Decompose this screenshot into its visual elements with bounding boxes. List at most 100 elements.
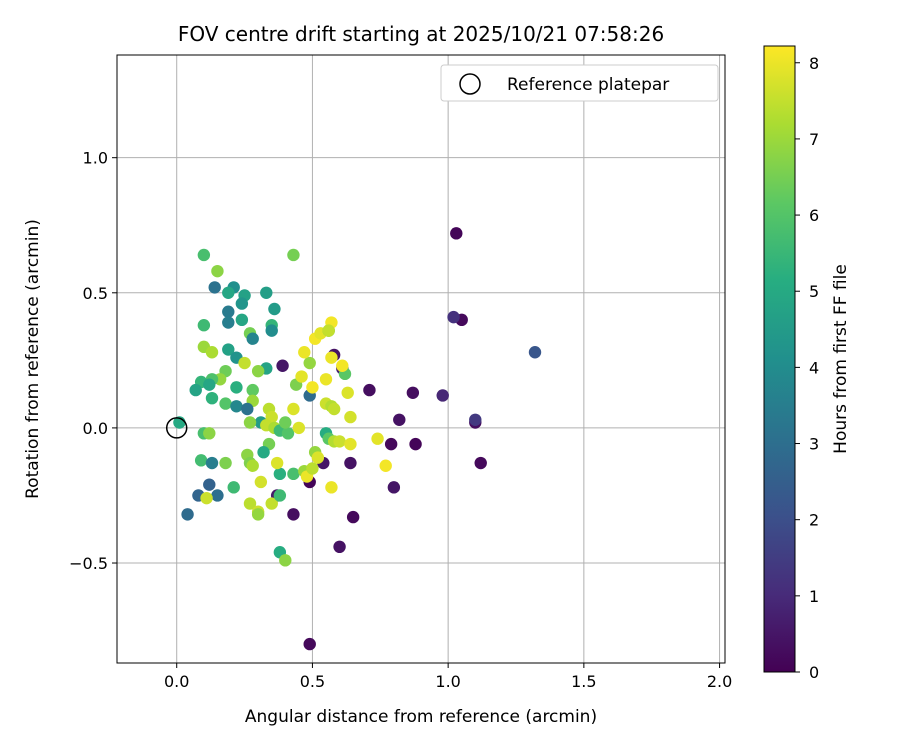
data-point-71 [281,427,295,440]
data-point-37 [235,313,249,327]
data-point-125 [336,359,349,372]
x-tick-label: 0.0 [164,672,189,691]
data-point-123 [344,410,357,424]
data-point-15 [346,510,360,524]
colorbar-tick-label: 7 [809,130,819,149]
y-tick-label: 1.0 [83,149,108,168]
data-point-10 [384,437,398,451]
data-point-91 [227,481,240,494]
data-point-73 [287,402,300,416]
reference-platepar-marker [165,417,188,439]
colorbar-tick-label: 4 [809,358,819,377]
colorbar: 0 1 2 3 4 5 6 7 8 Hours from first FF file [763,45,851,682]
x-tick-label: 1.0 [435,672,460,691]
data-point-27 [287,248,300,262]
data-point-28 [211,264,224,278]
data-point-105 [306,462,319,475]
data-point-0 [450,227,463,240]
data-point-89 [211,489,224,502]
y-tick-label: 0.5 [83,284,108,303]
data-point-51 [251,364,265,378]
data-point-41 [265,324,278,337]
data-point-112 [344,437,357,451]
x-axis-label: Angular distance from reference (arcmin) [245,707,597,727]
colorbar-tick-label: 1 [809,587,819,606]
data-point-95 [251,508,265,521]
data-point-84 [203,427,216,440]
colorbar-tick-label: 8 [809,54,819,73]
data-point-8 [406,386,420,399]
data-point-97 [273,489,287,502]
data-point-93 [243,497,257,510]
data-point-60 [219,397,232,410]
data-point-31 [222,286,235,299]
data-point-17 [303,637,316,651]
data-point-11 [409,437,422,451]
data-point-72 [279,416,292,429]
data-point-79 [246,459,259,472]
data-point-82 [205,456,219,470]
data-point-127 [303,356,316,370]
data-point-118 [306,381,319,394]
x-tick-label: 2.0 [707,672,732,691]
data-point-126 [325,351,338,364]
data-point-12 [387,481,401,494]
colorbar-label: Hours from first FF file [831,264,851,454]
data-point-63 [241,402,254,416]
colorbar-tick-label: 5 [809,282,819,301]
data-point-90 [200,491,213,505]
data-point-36 [222,305,235,318]
data-point-2 [447,310,460,324]
colorbar-tick-label: 2 [809,511,819,530]
data-point-3 [528,346,542,359]
scatter-points [173,227,542,651]
data-point-14 [344,456,357,470]
data-point-58 [189,383,202,397]
colorbar-gradient [763,45,796,673]
data-point-119 [319,373,333,386]
data-point-111 [333,435,346,448]
data-point-26 [197,248,211,262]
data-point-18 [287,508,300,521]
chart-title: FOV centre drift starting at 2025/10/21 … [178,22,664,46]
colorbar-ticks: 0 1 2 3 4 5 6 7 8 [795,54,819,682]
data-point-35 [268,302,281,316]
data-point-134 [327,402,341,416]
data-point-100 [287,467,300,481]
data-point-74 [292,421,306,435]
grid [117,55,725,663]
data-point-133 [322,324,335,337]
data-point-6 [474,456,487,470]
data-point-62 [230,400,243,413]
data-point-46 [222,343,235,356]
legend-marker [459,73,481,95]
data-point-38 [222,316,235,329]
data-point-34 [235,297,249,310]
data-point-39 [197,319,211,332]
data-point-128 [298,346,311,359]
data-point-67 [243,416,257,429]
data-point-48 [238,356,251,370]
data-point-122 [341,386,354,399]
data-point-32 [260,286,273,299]
data-point-56 [230,381,243,394]
data-point-98 [273,467,287,481]
data-point-9 [393,413,406,426]
data-point-107 [311,451,325,464]
y-axis-label: Rotation from reference (arcmin) [23,219,43,499]
y-axis-ticks: −0.5 0.0 0.5 1.0 [69,149,117,573]
legend: Reference platepar [440,64,719,102]
data-point-13 [363,383,376,397]
data-point-96 [265,497,278,510]
data-point-59 [205,391,219,405]
data-point-23 [276,359,289,372]
data-point-76 [257,446,270,459]
data-point-113 [325,481,338,494]
data-point-88 [203,478,216,491]
data-point-43 [246,332,259,345]
colorbar-tick-label: 0 [809,663,819,682]
data-point-29 [208,281,221,294]
data-point-92 [254,475,268,489]
data-point-115 [379,459,392,472]
